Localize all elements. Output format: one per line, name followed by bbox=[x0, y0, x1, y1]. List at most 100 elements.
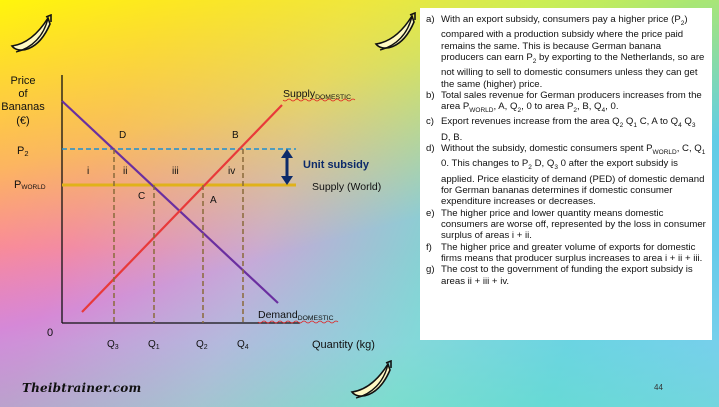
note-subscript: WORLD bbox=[469, 107, 494, 115]
note-item: g) The cost to the government of funding … bbox=[426, 264, 706, 287]
p2-base: P bbox=[17, 145, 24, 157]
q2-label: Q2 bbox=[196, 339, 208, 351]
note-item: e) The higher price and lower quantity me… bbox=[426, 208, 706, 242]
note-subscript: 1 bbox=[701, 148, 706, 156]
area-i-label: i bbox=[87, 166, 89, 177]
pworld-sub: WORLD bbox=[21, 184, 46, 191]
origin-label: 0 bbox=[47, 327, 53, 339]
note-text: 0. This changes to P bbox=[441, 158, 529, 170]
spellcheck-underline bbox=[282, 98, 356, 102]
note-subscript: 4 bbox=[678, 122, 682, 130]
point-a-label: A bbox=[210, 195, 217, 206]
pworld-label: PWORLD bbox=[14, 179, 46, 191]
note-text: Total sales revenue for German producers… bbox=[441, 89, 702, 113]
point-b-label: B bbox=[232, 130, 239, 141]
brand-logo-text: Theibtrainer.com bbox=[22, 381, 142, 395]
y-axis-label-line: Bananas bbox=[1, 101, 45, 113]
area-iv-label: iv bbox=[228, 166, 235, 177]
y-axis-label-line: (€) bbox=[16, 115, 29, 127]
notes-list: a) With an export subsidy, consumers pay … bbox=[426, 14, 706, 287]
note-subscript: 3 bbox=[554, 164, 558, 172]
q4-sub: 4 bbox=[245, 344, 249, 351]
q1-label: Q1 bbox=[148, 339, 160, 351]
note-marker: a) bbox=[426, 14, 435, 25]
note-item: c) Export revenues increase from the area… bbox=[426, 116, 706, 143]
area-ii-label: ii bbox=[123, 166, 127, 177]
q3-label: Q3 bbox=[107, 339, 119, 351]
supply-domestic-label: SupplyDOMESTIC bbox=[283, 88, 351, 101]
note-text: , B, Q bbox=[577, 101, 602, 113]
note-text: Q bbox=[623, 116, 634, 128]
note-text: C, A to Q bbox=[637, 116, 679, 128]
note-subscript: 2 bbox=[573, 107, 577, 115]
demand-domestic-label: DemandDOMESTIC bbox=[258, 309, 334, 322]
banana-icon bbox=[350, 360, 392, 399]
q3-sub: 3 bbox=[115, 344, 119, 351]
note-text: The higher price and lower quantity mean… bbox=[441, 207, 706, 242]
note-subscript: WORLD bbox=[652, 148, 677, 156]
q1-base: Q bbox=[148, 339, 156, 350]
note-subscript: 4 bbox=[601, 107, 606, 115]
subsidy-arrow-head-down bbox=[281, 176, 293, 185]
demand-domestic-curve bbox=[61, 100, 279, 304]
demand-domestic-base: Demand bbox=[258, 309, 298, 321]
q1-sub: 1 bbox=[156, 344, 160, 351]
subsidy-arrow-head-up bbox=[281, 149, 293, 158]
note-text: ) compared with a production subsidy whe… bbox=[441, 14, 688, 63]
page-number: 44 bbox=[654, 383, 663, 392]
demand-domestic-sub: DOMESTIC bbox=[298, 315, 334, 322]
y-axis-label-line: Price bbox=[10, 75, 35, 87]
note-text: Q bbox=[681, 116, 692, 128]
explanation-notes: a) With an export subsidy, consumers pay … bbox=[420, 8, 712, 340]
banana-icon bbox=[374, 12, 416, 51]
unit-subsidy-label: Unit subsidy bbox=[303, 159, 370, 171]
note-subscript: 3 bbox=[691, 122, 696, 130]
note-item: f) The higher price and greater volume of… bbox=[426, 242, 706, 265]
note-text: Without the subsidy, domestic consumers … bbox=[441, 143, 653, 155]
note-subscript: 2 bbox=[680, 19, 685, 27]
note-marker: f) bbox=[426, 241, 432, 253]
note-text: The cost to the government of funding th… bbox=[441, 264, 693, 287]
note-text: Export revenues increase from the area Q bbox=[441, 116, 620, 128]
note-text: , 0 to area P bbox=[521, 101, 574, 113]
supply-domestic-curve bbox=[81, 104, 283, 313]
q4-base: Q bbox=[237, 339, 245, 350]
point-d-label: D bbox=[119, 130, 126, 141]
spellcheck-underline bbox=[257, 320, 339, 324]
note-text: , A, Q bbox=[493, 101, 518, 113]
pworld-base: P bbox=[14, 179, 21, 191]
note-text: by exporting to the Netherlands, so are … bbox=[441, 51, 705, 90]
note-text: D, Q bbox=[531, 158, 555, 170]
note-subscript: 2 bbox=[528, 164, 532, 172]
supply-world-label: Supply (World) bbox=[312, 181, 381, 193]
note-marker: c) bbox=[426, 116, 434, 128]
note-marker: b) bbox=[426, 89, 435, 101]
area-iii-label: iii bbox=[172, 166, 179, 177]
note-subscript: 2 bbox=[532, 57, 537, 65]
q3-base: Q bbox=[107, 339, 115, 350]
note-item: b) Total sales revenue for German produce… bbox=[426, 90, 706, 117]
q4-label: Q4 bbox=[237, 339, 249, 351]
banana-icon bbox=[10, 14, 52, 53]
point-c-label: C bbox=[138, 191, 145, 202]
note-text: The higher price and greater volume of e… bbox=[441, 241, 703, 264]
note-subscript: 1 bbox=[633, 122, 638, 130]
note-marker: d) bbox=[426, 143, 435, 155]
supply-domestic-sub: DOMESTIC bbox=[315, 94, 351, 101]
note-text: , C, Q bbox=[676, 143, 702, 155]
note-marker: e) bbox=[426, 207, 435, 219]
note-text: D, B. bbox=[441, 131, 463, 143]
supply-domestic-base: Supply bbox=[283, 88, 316, 100]
note-subscript: 2 bbox=[619, 122, 624, 130]
note-marker: g) bbox=[426, 264, 435, 276]
note-subscript: 2 bbox=[517, 107, 522, 115]
q2-sub: 2 bbox=[204, 344, 208, 351]
x-axis-label: Quantity (kg) bbox=[312, 339, 375, 351]
q2-base: Q bbox=[196, 339, 204, 350]
y-axis-label-line: of bbox=[18, 88, 28, 100]
note-item: a) With an export subsidy, consumers pay … bbox=[426, 14, 706, 90]
note-text: 0 after the export subsidy is applied. P… bbox=[441, 158, 705, 208]
note-text: , 0. bbox=[605, 101, 619, 113]
note-item: d) Without the subsidy, domestic consumer… bbox=[426, 143, 706, 208]
